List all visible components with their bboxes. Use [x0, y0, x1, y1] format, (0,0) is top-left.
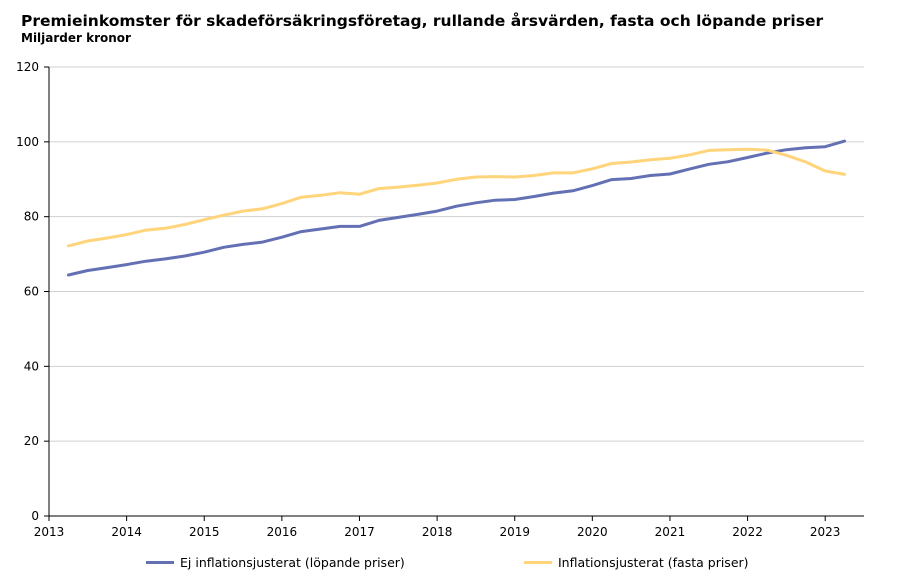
- chart-title: Premieinkomster för skadeförsäkringsföre…: [21, 12, 824, 30]
- legend-swatch-series-1: [146, 560, 174, 564]
- x-tick-label-2021: 2021: [655, 525, 686, 539]
- x-tick-label-2022: 2022: [732, 525, 763, 539]
- x-tick-labels: 2013 2014 2015 2016 2017 2018 2019 2020 2021 2022…: [34, 525, 841, 539]
- legend-label-series-2: Inflationsjusterat (fasta priser): [558, 554, 749, 570]
- x-tick-label-2013: 2013: [34, 525, 65, 539]
- series-line-1: [66, 139, 847, 277]
- series-line-2: [66, 147, 847, 248]
- x-tick-label-2015: 2015: [189, 525, 220, 539]
- chart-subtitle: Miljarder kronor: [21, 31, 131, 45]
- legend-item-series-1: Ej inflationsjusterat (löpande priser): [146, 553, 405, 571]
- legend-item-series-2: Inflationsjusterat (fasta priser): [524, 553, 749, 571]
- x-tick-label-2016: 2016: [267, 525, 298, 539]
- y-tick-label-0: 0: [31, 509, 39, 523]
- y-tick-label-100: 100: [16, 135, 39, 149]
- y-tick-labels: 0 20 40 60 80 100 120: [16, 60, 39, 523]
- legend-label-series-1: Ej inflationsjusterat (löpande priser): [180, 554, 405, 570]
- x-tick-label-2020: 2020: [577, 525, 608, 539]
- x-tick-label-2019: 2019: [499, 525, 530, 539]
- y-tick-label-80: 80: [24, 210, 39, 224]
- y-tick-label-40: 40: [24, 359, 39, 373]
- y-tick-label-120: 120: [16, 60, 39, 74]
- y-tick-label-60: 60: [24, 285, 39, 299]
- axes: [44, 66, 864, 521]
- x-tick-label-2018: 2018: [422, 525, 453, 539]
- series-lines: [66, 139, 847, 277]
- gridlines: [49, 66, 864, 442]
- legend-swatch-series-2: [524, 560, 552, 564]
- x-tick-label-2014: 2014: [111, 525, 142, 539]
- x-tick-label-2023: 2023: [810, 525, 841, 539]
- x-tick-label-2017: 2017: [344, 525, 375, 539]
- y-tick-label-20: 20: [24, 434, 39, 448]
